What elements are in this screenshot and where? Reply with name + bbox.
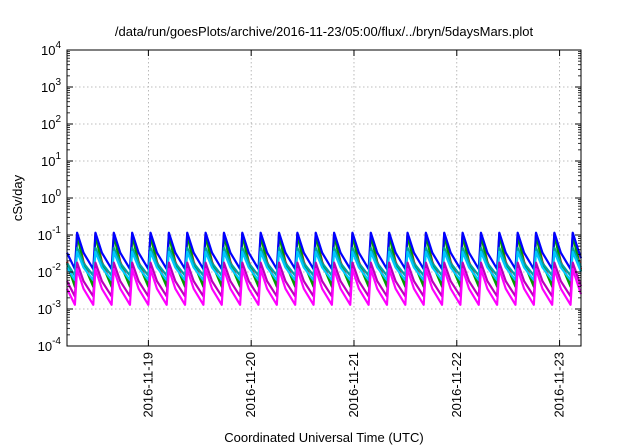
y-axis: 104 103 102 101 100 10-1 10-2 10-3 10-4 (38, 40, 581, 354)
y-tick-label: 10-1 (38, 225, 62, 243)
chart-title: /data/run/goesPlots/archive/2016-11-23/0… (115, 24, 534, 39)
y-tick-label: 101 (41, 151, 61, 169)
data-layer (65, 231, 583, 306)
y-tick-label: 104 (41, 40, 61, 58)
y-tick-label: 102 (41, 114, 61, 132)
y-tick-label: 100 (41, 188, 61, 206)
series-line (66, 231, 583, 271)
grid (67, 50, 581, 346)
x-tick-label: 2016-11-19 (140, 352, 155, 418)
series-line (66, 267, 583, 306)
y-tick-label: 10-2 (38, 262, 62, 280)
x-tick-label: 2016-11-20 (243, 352, 258, 418)
y-axis-label: cSv/day (10, 174, 25, 221)
x-tick-label: 2016-11-21 (346, 352, 361, 418)
x-axis: 2016-11-19 2016-11-20 2016-11-21 2016-11-22… (140, 50, 567, 418)
x-tick-label: 2016-11-22 (449, 352, 464, 418)
y-tick-label: 10-3 (38, 299, 62, 317)
x-tick-label: 2016-11-23 (552, 352, 567, 418)
y-tick-label: 103 (41, 77, 61, 95)
y-tick-label: 10-4 (38, 336, 62, 354)
x-axis-label: Coordinated Universal Time (UTC) (224, 430, 423, 445)
series-line (66, 250, 583, 282)
